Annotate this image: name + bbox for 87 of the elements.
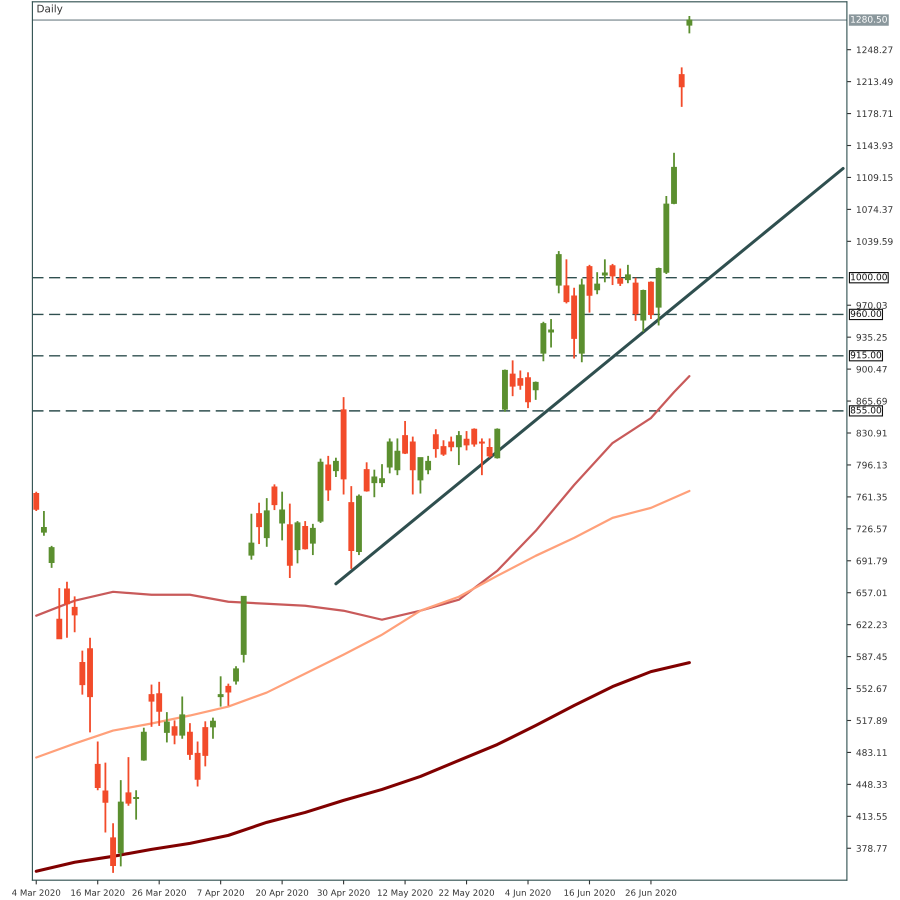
x-tick-label: 12 May 2020 [378,889,433,898]
candlestick [126,756,132,807]
y-tick-label: 691.79 [856,558,887,564]
candlestick [486,438,493,459]
candlestick [48,544,55,569]
y-tick-label: 483.11 [856,749,887,756]
y-tick-label: 1178.71 [856,110,892,118]
candlestick [225,682,232,707]
ref-line-label: 1000.00 [851,273,887,280]
candlestick [133,789,140,820]
candlestick [471,427,478,448]
candlestick [94,740,101,792]
candlestick [56,587,62,640]
candlestick [432,428,439,459]
candlestick [72,595,78,634]
candlestick [172,719,178,746]
candlestick [364,461,370,493]
candlestick [394,438,400,476]
candlestick [532,380,539,401]
y-tick-label: 761.35 [856,494,887,500]
candlestick [456,430,462,466]
candlestick [233,665,239,686]
candlestick [218,675,224,708]
candlestick [624,264,631,284]
candlestick [464,430,470,452]
line-series [35,490,690,759]
y-tick-label: 587.45 [856,653,887,660]
y-tick-label: 552.67 [856,685,887,692]
candlestick [102,762,108,834]
chart-title: Daily [37,4,63,15]
candlestick [279,490,286,542]
y-tick-label: 726.57 [856,526,887,532]
ref-line-label: 855.00 [850,406,882,414]
candlestick [402,420,408,455]
y-tick-label: 1143.93 [856,142,893,150]
x-tick-label: 16 Mar 2020 [71,889,124,896]
x-tick-label: 4 Mar 2020 [12,889,60,896]
candlestick [272,483,278,511]
candlestick [602,258,608,284]
y-tick-label: 1074.37 [856,206,892,213]
x-tick-label: 26 Jun 2020 [626,889,676,898]
y-tick-label: 1248.27 [856,46,892,54]
x-tick-label: 16 Jun 2020 [564,889,615,898]
candlestick [256,502,262,545]
candlestick [478,438,485,476]
y-tick-label: 970.03 [856,302,887,309]
x-tick-label: 7 Apr 2020 [197,889,244,898]
x-tick-label: 26 Mar 2020 [132,889,186,896]
candlestick [64,580,70,639]
line-series [34,661,691,873]
y-tick-label: 622.23 [856,621,887,628]
y-tick-label: 830.91 [856,430,887,437]
candlestick [210,716,216,740]
y-tick-label: 657.01 [856,589,887,596]
ref-line-label: 1280.50 [851,16,887,23]
candlestick [40,510,47,537]
y-tick-label: 1039.59 [856,238,893,245]
y-tick-label: 448.33 [856,781,887,788]
candlestick [594,271,600,296]
candlestick [302,520,308,550]
candlestick [164,711,170,744]
y-tick-label: 1109.15 [856,174,892,182]
y-tick-label: 378.77 [856,844,887,852]
candlestick [332,456,339,478]
x-tick-label: 22 May 2020 [439,889,494,898]
y-tick-label: 865.69 [856,398,887,405]
candlestick [678,66,685,108]
y-tick-label: 413.55 [856,813,887,820]
x-tick-label: 4 Jun 2020 [505,889,551,898]
candlestick [617,268,624,287]
y-tick-label: 900.47 [856,366,887,373]
x-tick-label: 30 Apr 2020 [318,889,370,898]
y-tick-label: 796.13 [856,462,887,468]
candlestick [179,696,186,740]
candlestick [610,263,616,286]
y-tick-label: 517.89 [856,717,887,724]
candlestick [33,490,40,512]
y-tick-label: 1213.49 [856,78,893,86]
x-tick-label: 20 Apr 2020 [256,889,308,898]
candlestick [248,512,254,561]
candlestick [686,15,692,34]
line-series [35,375,690,621]
y-tick-label: 935.25 [856,334,887,341]
candlestick [310,522,316,556]
ref-line-label: 915.00 [850,352,882,358]
ref-line-label: 960.00 [850,310,882,318]
candlestick [510,359,516,398]
